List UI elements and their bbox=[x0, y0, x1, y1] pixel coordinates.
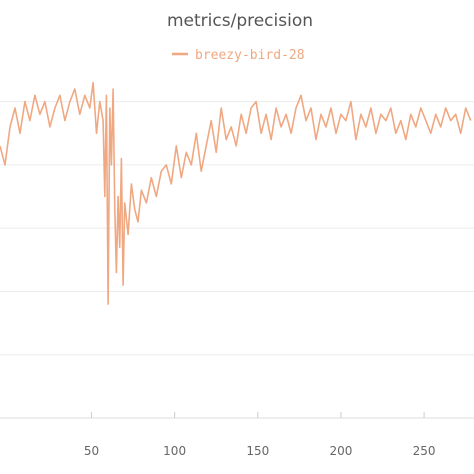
x-axis: 50 100 150 200 250 bbox=[0, 412, 474, 458]
series-line-breezy-bird-28 bbox=[0, 81, 472, 305]
series-layer bbox=[0, 81, 472, 305]
x-tick-label: 150 bbox=[246, 444, 269, 458]
legend-label: breezy-bird-28 bbox=[195, 48, 305, 63]
x-tick-label: 250 bbox=[413, 444, 436, 458]
legend: breezy-bird-28 bbox=[172, 48, 305, 63]
chart-title: metrics/precision bbox=[167, 11, 313, 31]
x-tick-label: 200 bbox=[329, 444, 352, 458]
x-tick-label: 100 bbox=[163, 444, 186, 458]
x-tick-label: 50 bbox=[84, 444, 99, 458]
gridlines bbox=[0, 101, 474, 356]
